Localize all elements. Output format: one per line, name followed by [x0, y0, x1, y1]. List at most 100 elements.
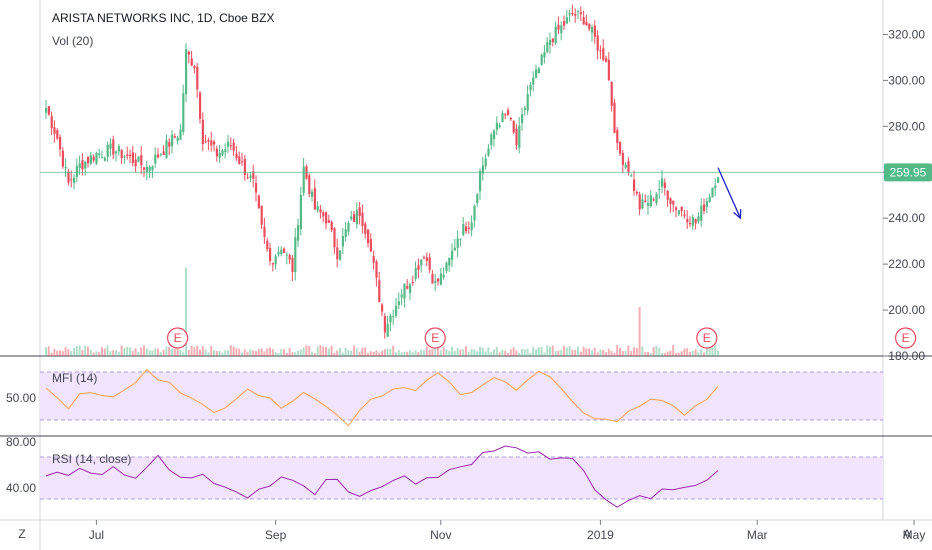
candle-body: [117, 146, 120, 152]
candle-body: [504, 114, 507, 116]
volume-bar: [210, 345, 213, 356]
candle-body: [619, 142, 622, 154]
volume-bar: [204, 349, 207, 356]
volume-bar: [504, 350, 507, 356]
candle-body: [717, 177, 720, 183]
candle-body: [313, 188, 316, 210]
candle-body: [179, 129, 182, 140]
candle-body: [64, 167, 67, 169]
auto-scale-button[interactable]: A: [903, 527, 911, 541]
volume-bar: [652, 347, 655, 356]
volume-bar: [232, 346, 235, 356]
volume-bar: [221, 352, 224, 356]
volume-bar: [392, 345, 395, 356]
volume-bar: [294, 352, 297, 356]
candle-body: [467, 227, 470, 229]
chart-title: ARISTA NETWORKS INC, 1D, Cboe BZX: [52, 11, 275, 25]
candle-body: [568, 13, 571, 15]
candles[interactable]: [45, 4, 720, 339]
volume-bar: [252, 350, 255, 356]
candle-body: [554, 26, 557, 44]
candle-body: [647, 202, 650, 206]
candle-body: [406, 285, 409, 289]
volume-bar: [649, 352, 652, 356]
candle-body: [689, 222, 692, 225]
timezone-button[interactable]: Z: [18, 527, 25, 541]
candle-body: [56, 130, 59, 139]
volume-bar: [711, 347, 714, 356]
volume-bar: [661, 352, 663, 356]
candle-body: [431, 273, 434, 284]
candle-body: [140, 155, 143, 166]
volume-bar: [509, 349, 512, 356]
volume-bar: [532, 346, 535, 356]
volume-bar: [143, 345, 145, 356]
candle-body: [700, 205, 703, 221]
volume-bar: [568, 346, 571, 356]
price-tick-label: 280.00: [888, 119, 925, 133]
volume-bar: [288, 348, 291, 356]
candle-body: [210, 140, 213, 146]
volume-bar: [277, 352, 280, 356]
volume-bar: [157, 348, 159, 356]
rsi-tick-40: 40.00: [6, 481, 36, 495]
volume-bar: [229, 345, 232, 356]
volume-bar: [607, 348, 610, 356]
volume-bar: [616, 345, 619, 356]
candle-body: [453, 247, 456, 251]
candle-body: [708, 196, 711, 202]
candle-body: [381, 304, 384, 312]
volume-bar: [465, 346, 467, 356]
candle-body: [364, 223, 367, 234]
volume-bar: [123, 348, 126, 356]
candle-body: [168, 142, 171, 147]
earnings-markers[interactable]: EEEEE: [167, 327, 932, 349]
volume-bar: [341, 352, 344, 356]
volume-bar: [521, 349, 523, 356]
volume-bar: [683, 348, 686, 356]
candle-body: [389, 315, 392, 323]
candle-body: [361, 212, 364, 227]
candle-body: [663, 182, 666, 188]
candle-body: [476, 194, 479, 204]
candle-body: [215, 148, 218, 157]
volume-bar: [428, 349, 431, 356]
volume-bar: [316, 346, 319, 356]
candle-body: [246, 177, 249, 179]
volume-bar: [473, 349, 476, 356]
candle-body: [456, 238, 459, 248]
candle-body: [661, 178, 664, 187]
candle-body: [302, 166, 305, 193]
volume-bar: [507, 352, 509, 356]
candle-body: [50, 116, 53, 129]
candle-body: [630, 175, 633, 177]
candle-body: [67, 171, 70, 183]
price-tick-label: 180.00: [888, 349, 925, 363]
volume-bar: [199, 349, 201, 356]
candle-body: [383, 316, 386, 333]
volume-bar: [409, 350, 411, 356]
candle-body: [266, 240, 269, 250]
volume-bar: [383, 349, 386, 356]
candle-body: [425, 257, 428, 261]
volume-bar: [386, 348, 389, 356]
earnings-marker: [894, 327, 917, 349]
volume-bar: [526, 348, 529, 356]
volume-bar: [439, 350, 442, 356]
volume-bar: [109, 350, 112, 356]
candle-body: [666, 190, 669, 200]
candle-body: [319, 209, 322, 213]
time-axis-label: May: [903, 528, 926, 542]
volume-bar: [154, 348, 157, 356]
volume-bar: [462, 349, 465, 356]
candle-body: [705, 201, 708, 207]
volume-bar: [302, 347, 305, 356]
volume-bar: [476, 351, 479, 356]
volume-bar: [523, 349, 526, 356]
projection-arrow[interactable]: [717, 167, 742, 220]
candle-body: [711, 187, 714, 198]
candle-body: [154, 154, 157, 164]
volume-legend: Vol (20): [52, 34, 93, 48]
candle-body: [448, 257, 451, 266]
